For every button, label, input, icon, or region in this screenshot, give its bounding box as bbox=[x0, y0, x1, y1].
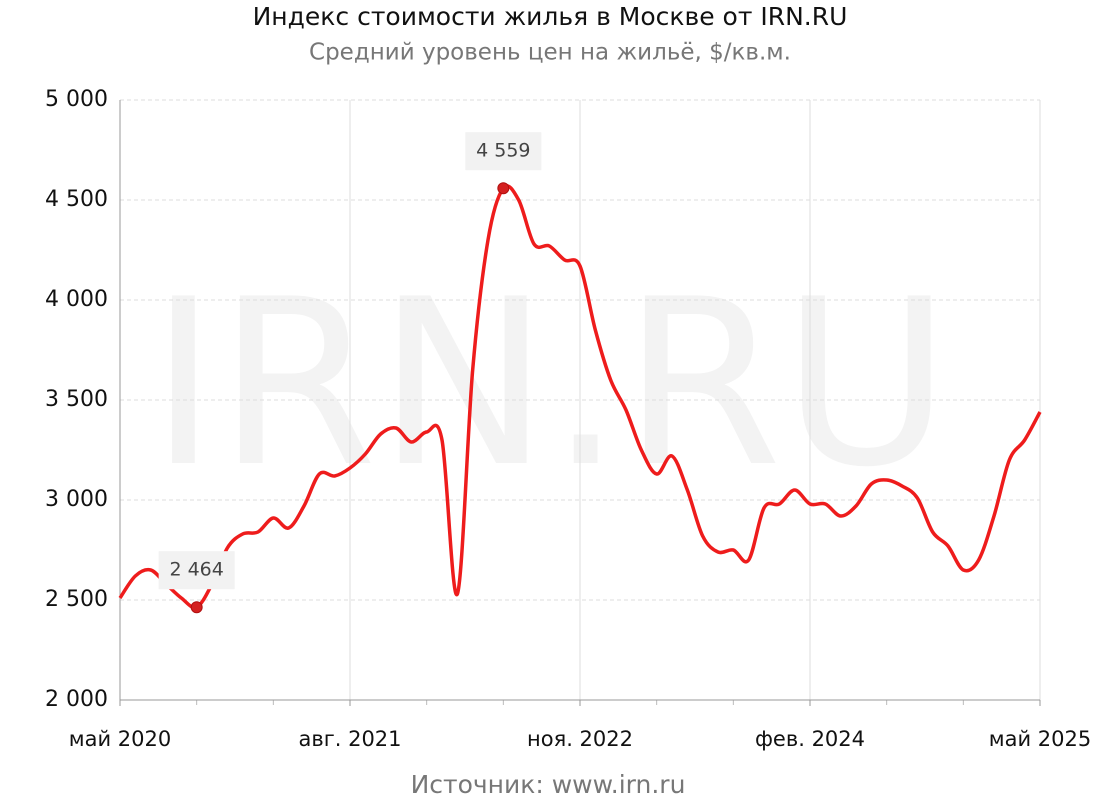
data-label: 2 464 bbox=[169, 559, 223, 581]
y-tick-label: 3 000 bbox=[45, 487, 108, 512]
x-tick-label: авг. 2021 bbox=[298, 727, 401, 751]
x-tick-label: ноя. 2022 bbox=[527, 727, 633, 751]
y-tick-label: 4 000 bbox=[45, 287, 108, 312]
source: Источник: www.irn.ru bbox=[411, 770, 686, 799]
chart-subtitle: Средний уровень цен на жильё, $/кв.м. bbox=[309, 40, 791, 66]
y-tick-label: 5 000 bbox=[45, 87, 108, 112]
label-box bbox=[158, 551, 235, 590]
y-tick-label: 4 500 bbox=[45, 187, 108, 212]
x-tick-label: май 2020 bbox=[69, 727, 171, 751]
label-box bbox=[465, 132, 542, 171]
data-label: 4 559 bbox=[476, 140, 530, 162]
chart-title: Индекс стоимости жилья в Москве от IRN.R… bbox=[253, 2, 848, 31]
x-tick-label: фев. 2024 bbox=[755, 727, 865, 751]
highlight-point bbox=[497, 182, 510, 195]
x-tick-label: май 2025 bbox=[989, 727, 1091, 751]
series-line bbox=[118, 184, 1042, 610]
y-tick-label: 3 500 bbox=[45, 387, 108, 412]
watermark: IRN.RU bbox=[150, 251, 951, 518]
highlight-point bbox=[190, 601, 203, 614]
y-tick-label: 2 000 bbox=[45, 687, 108, 712]
y-tick-label: 2 500 bbox=[45, 587, 108, 612]
